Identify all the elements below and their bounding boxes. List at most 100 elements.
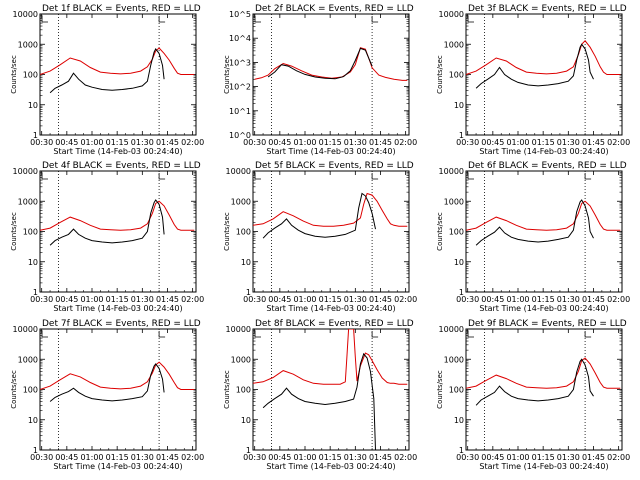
y-tick-label: 100 [23, 228, 38, 237]
y-tick-label: 10000 [439, 167, 464, 176]
lld-series-line [40, 47, 195, 75]
y-tick-label: 10 [454, 416, 464, 425]
y-tick-label: 1 [459, 288, 464, 297]
x-tick-label: 00:45 [268, 453, 291, 462]
x-tick-label: 01:00 [80, 295, 103, 304]
x-axis-label: Start Time (14-Feb-03 00:24:40) [53, 304, 182, 313]
x-tick-label: 01:45 [156, 453, 179, 462]
interval-bracket [371, 173, 379, 180]
y-axis-label: Counts/sec [10, 212, 18, 251]
x-tick-label: 01:00 [293, 453, 316, 462]
y-tick-label: 10000 [13, 167, 38, 176]
x-tick-label: 01:15 [106, 138, 129, 147]
x-tick-label: 00:45 [268, 295, 291, 304]
x-tick-label: 01:00 [506, 295, 529, 304]
x-tick-label: 00:30 [456, 138, 479, 147]
y-axis-label: Counts/sec [436, 212, 444, 251]
x-tick-label: 01:45 [582, 453, 605, 462]
panel-det-7f: Det 7f BLACK = Events, RED = LLD 00:30 00:… [10, 319, 204, 471]
plot-frame [252, 328, 410, 451]
y-axis-label: Counts/sec [223, 55, 231, 94]
panel-title: Det 2f BLACK = Events, RED = LLD [255, 4, 414, 14]
y-tick-label: 1 [33, 446, 38, 455]
x-tick-label: 01:00 [80, 138, 103, 147]
x-axis-label: Start Time (14-Feb-03 00:24:40) [479, 147, 608, 156]
y-tick-label: 10 [241, 258, 251, 267]
y-tick-label: 10 [28, 258, 38, 267]
x-axis-label: Start Time (14-Feb-03 00:24:40) [479, 462, 608, 471]
y-tick-label: 10 [454, 258, 464, 267]
x-tick-label: 01:00 [80, 453, 103, 462]
x-tick-label: 00:45 [55, 295, 78, 304]
lld-series-line [253, 192, 408, 227]
interval-bracket [584, 331, 592, 338]
x-tick-label: 01:15 [319, 453, 342, 462]
y-tick-label: 10000 [439, 10, 464, 19]
x-tick-label: 01:30 [557, 453, 580, 462]
x-tick-label: 01:45 [369, 453, 392, 462]
panel-title: Det 9f BLACK = Events, RED = LLD [468, 319, 627, 329]
events-series-line [49, 199, 165, 246]
x-tick-label: 00:30 [456, 295, 479, 304]
interval-bracket [467, 16, 474, 23]
panel-det-2f: Det 2f BLACK = Events, RED = LLD 00:30 00:… [223, 4, 417, 156]
x-tick-label: 01:15 [532, 295, 555, 304]
y-tick-label: 1000 [18, 355, 38, 364]
x-tick-label: 00:45 [481, 295, 504, 304]
y-tick-label: 10^0 [229, 131, 251, 140]
x-tick-label: 01:30 [131, 453, 154, 462]
y-tick-label: 10^1 [229, 107, 251, 116]
y-tick-label: 10 [241, 416, 251, 425]
x-tick-label: 01:30 [557, 295, 580, 304]
y-tick-label: 10000 [226, 167, 251, 176]
lld-series-line [466, 40, 621, 75]
y-tick-label: 10 [454, 101, 464, 110]
interval-bracket [254, 16, 261, 23]
panel-title: Det 6f BLACK = Events, RED = LLD [468, 161, 627, 171]
plot-frame [252, 170, 410, 293]
x-tick-label: 01:15 [319, 295, 342, 304]
x-tick-label: 01:15 [106, 295, 129, 304]
x-tick-label: 02:00 [394, 295, 417, 304]
x-axis-label: Start Time (14-Feb-03 00:24:40) [266, 462, 395, 471]
y-axis-label: Counts/sec [223, 212, 231, 251]
y-tick-label: 100 [449, 71, 464, 80]
panel-det-1f: Det 1f BLACK = Events, RED = LLD 00:30 00:… [10, 4, 204, 156]
events-series-line [49, 47, 165, 94]
x-tick-label: 01:15 [532, 453, 555, 462]
interval-bracket [371, 331, 379, 338]
panel-title: Det 3f BLACK = Events, RED = LLD [468, 4, 627, 14]
y-axis-label: Counts/sec [436, 370, 444, 409]
interval-bracket [467, 173, 474, 180]
x-tick-label: 01:30 [344, 295, 367, 304]
x-tick-label: 01:30 [557, 138, 580, 147]
lld-series-line [253, 329, 408, 385]
x-tick-label: 00:30 [30, 138, 53, 147]
lld-series-line [40, 361, 195, 390]
y-tick-label: 10000 [13, 325, 38, 334]
events-series-line [475, 43, 594, 89]
y-axis-label: Counts/sec [10, 370, 18, 409]
plot-frame [252, 13, 410, 136]
events-series-line [267, 47, 373, 80]
panel-det-9f: Det 9f BLACK = Events, RED = LLD 00:30 00:… [436, 319, 630, 471]
y-tick-label: 1000 [18, 197, 38, 206]
x-tick-label: 00:30 [456, 453, 479, 462]
plot-frame [465, 328, 623, 451]
interval-bracket [584, 173, 592, 180]
x-tick-label: 02:00 [607, 295, 630, 304]
panel-title: Det 7f BLACK = Events, RED = LLD [42, 319, 201, 329]
x-tick-label: 01:00 [506, 138, 529, 147]
x-tick-label: 01:15 [532, 138, 555, 147]
interval-bracket [158, 16, 166, 23]
y-tick-label: 100 [23, 71, 38, 80]
panel-det-8f: Det 8f BLACK = Events, RED = LLD 00:30 00:… [223, 319, 417, 471]
x-tick-label: 02:00 [181, 138, 204, 147]
x-tick-label: 01:15 [319, 138, 342, 147]
y-tick-label: 10000 [226, 325, 251, 334]
interval-bracket [371, 16, 379, 23]
y-tick-label: 10^2 [229, 83, 251, 92]
y-tick-label: 10000 [13, 10, 38, 19]
y-tick-label: 100 [449, 228, 464, 237]
x-tick-label: 01:45 [369, 295, 392, 304]
